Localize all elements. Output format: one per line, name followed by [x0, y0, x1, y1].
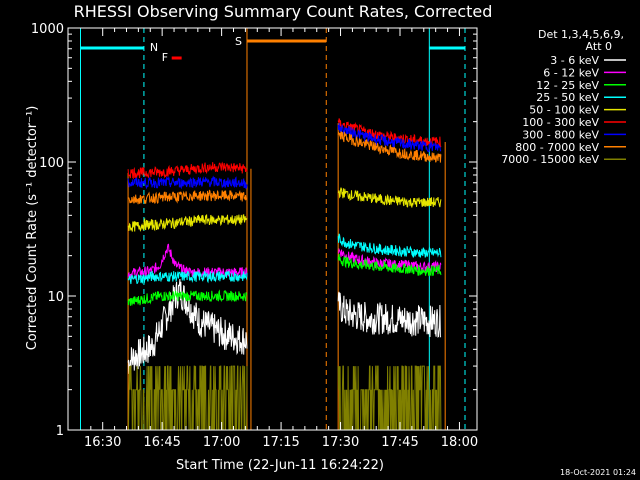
y-tick-label-1: 10 — [47, 290, 64, 305]
night-label: N — [150, 41, 158, 54]
series-line-2-seg2 — [337, 254, 442, 277]
series-line-7-seg1 — [127, 189, 248, 205]
series-line-2-seg1 — [127, 289, 248, 306]
x-tick-label-2: 17:00 — [203, 435, 240, 450]
series-line-3-seg2 — [337, 233, 442, 258]
y-tick-label-0: 1 — [56, 424, 64, 439]
x-tick-label-4: 17:30 — [322, 435, 359, 450]
x-tick-label-3: 17:15 — [262, 435, 299, 450]
series-line-6-seg1 — [127, 175, 248, 190]
x-axis-label: Start Time (22-Jun-11 16:24:22) — [176, 458, 384, 473]
plot-frame — [67, 27, 478, 431]
series-line-4-seg1 — [127, 213, 248, 232]
legend-label-3: 25 - 50 keV — [536, 91, 599, 104]
legend-header-line2: Att 0 — [586, 40, 612, 53]
saa-label: S — [235, 35, 242, 48]
legend-label-0: 3 - 6 keV — [550, 54, 599, 67]
x-tick-label-1: 16:45 — [143, 435, 180, 450]
legend-label-2: 12 - 25 keV — [536, 79, 599, 92]
axis-layer: 1 10 100 1000 16:30 16:45 17:00 17:15 17:30 17:45… — [31, 22, 478, 450]
series-line-5-seg1 — [127, 161, 248, 180]
series-line-0-seg2 — [337, 291, 442, 338]
series-line-4-seg2 — [337, 187, 442, 208]
series-line-5-seg2 — [337, 118, 442, 148]
legend-header-line1: Det 1,3,4,5,6,9, — [538, 28, 624, 41]
series-line-3-seg1 — [127, 270, 248, 285]
y-tick-label-2: 100 — [39, 156, 64, 171]
x-tick-label-0: 16:30 — [84, 435, 121, 450]
x-tick-label-6: 18:00 — [441, 435, 478, 450]
series-line-0-seg1 — [127, 278, 248, 374]
legend-label-4: 50 - 100 keV — [529, 104, 599, 117]
marker-layer: N S F — [80, 28, 466, 430]
y-tick-label-3: 1000 — [31, 22, 64, 37]
y-axis-label: Corrected Count Rate (s⁻¹ detector⁻¹) — [25, 106, 40, 351]
series-layer — [127, 118, 442, 431]
legend-label-5: 100 - 300 keV — [522, 116, 599, 129]
series-line-6-seg2 — [337, 122, 442, 153]
x-tick-label-5: 17:45 — [381, 435, 418, 450]
timestamp: 18-Oct-2021 01:24 — [560, 468, 636, 477]
flare-label: F — [162, 51, 168, 64]
legend-label-7: 800 - 7000 keV — [515, 141, 599, 154]
legend-label-1: 6 - 12 keV — [543, 66, 599, 79]
legend-label-6: 300 - 800 keV — [522, 128, 599, 141]
legend-label-8: 7000 - 15000 keV — [501, 153, 599, 166]
series-line-7-seg2 — [337, 131, 442, 163]
chart-title: RHESSI Observing Summary Count Rates, Co… — [74, 2, 493, 21]
